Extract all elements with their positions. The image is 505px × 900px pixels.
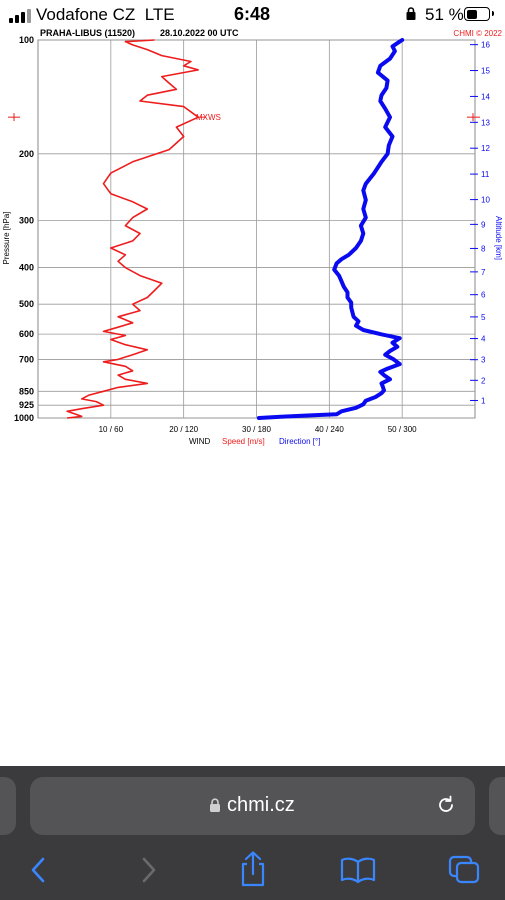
pressure-tick-label: 100 xyxy=(19,35,34,45)
altitude-tick-label: 4 xyxy=(481,335,486,344)
battery-percentage: 51 % xyxy=(425,5,464,24)
chart-grid xyxy=(37,39,476,419)
orientation-lock-icon xyxy=(406,7,416,20)
pressure-axis-label: Pressure [hPa] xyxy=(2,212,11,265)
altitude-tick-label: 8 xyxy=(481,244,486,253)
altitude-axis-label: Altitude [km] xyxy=(494,216,503,260)
chart-credit: CHMI © 2022 xyxy=(453,29,502,38)
pressure-tick-label: 925 xyxy=(19,400,34,410)
speed-series-line xyxy=(66,39,199,419)
reload-icon[interactable] xyxy=(435,794,457,816)
x-tick-label: 20 / 120 xyxy=(169,425,198,434)
altitude-tick-label: 16 xyxy=(481,41,490,50)
tabs-icon[interactable] xyxy=(445,855,485,885)
altitude-tick-label: 12 xyxy=(481,144,490,153)
pressure-tick-label: 200 xyxy=(19,149,34,159)
pressure-tick-label: 600 xyxy=(19,329,34,339)
chart-datetime: 28.10.2022 00 UTC xyxy=(160,28,239,38)
pressure-tick-label: 1000 xyxy=(14,413,34,423)
clock: 6:48 xyxy=(233,4,271,24)
pressure-tick-label: 850 xyxy=(19,386,34,396)
pressure-tick-label: 500 xyxy=(19,299,34,309)
browser-toolbar xyxy=(0,845,505,900)
altitude-tick-label: 14 xyxy=(481,92,490,101)
browser-address-area: chmi.cz xyxy=(0,766,505,845)
forward-icon[interactable] xyxy=(128,855,168,885)
direction-label: Direction [°] xyxy=(279,437,320,446)
direction-series-line xyxy=(256,38,405,420)
altitude-tick-label: 7 xyxy=(481,268,486,277)
pressure-tick-label: 400 xyxy=(19,263,34,273)
speed-label: Speed [m/s] xyxy=(222,437,265,446)
altitude-tick-label: 6 xyxy=(481,291,486,300)
url-domain: chmi.cz xyxy=(227,794,295,816)
x-tick-label: 40 / 240 xyxy=(315,425,344,434)
x-axis: 10 / 60 20 / 120 30 / 180 40 / 240 50 / 300 xyxy=(99,425,418,434)
previous-tab-preview[interactable] xyxy=(0,777,16,835)
x-tick-label: 30 / 180 xyxy=(242,425,271,434)
altitude-tick-label: 5 xyxy=(481,313,486,322)
wind-profile-chart: PRAHA-LIBUS (11520) 28.10.2022 00 UTC CH… xyxy=(2,28,503,446)
network-type: LTE xyxy=(144,5,175,24)
next-tab-preview[interactable] xyxy=(489,777,505,835)
altitude-tick-label: 11 xyxy=(481,170,490,179)
altitude-tick-label: 9 xyxy=(481,220,486,229)
altitude-tick-label: 13 xyxy=(481,118,490,127)
signal-strength-icon xyxy=(9,9,31,23)
pressure-tick-label: 300 xyxy=(19,215,34,225)
pressure-axis: 100 200 300 400 500 600 700 850 925 1000 xyxy=(14,35,34,423)
altitude-tick-label: 15 xyxy=(481,67,490,76)
altitude-tick-label: 1 xyxy=(481,396,486,405)
altitude-tick-label: 3 xyxy=(481,356,486,365)
mxws-marker: MXWS xyxy=(8,113,480,122)
altitude-tick-label: 10 xyxy=(481,196,490,205)
pressure-tick-label: 700 xyxy=(19,354,34,364)
mxws-label: MXWS xyxy=(196,113,221,122)
bookmarks-icon[interactable] xyxy=(338,855,378,885)
status-bar: Vodafone CZ LTE 6:48 51 % xyxy=(0,0,505,30)
lock-icon xyxy=(210,798,220,812)
back-icon[interactable] xyxy=(19,855,59,885)
altitude-tick-label: 2 xyxy=(481,376,486,385)
wind-label: WIND xyxy=(189,437,211,446)
share-icon[interactable] xyxy=(233,851,273,887)
address-bar[interactable]: chmi.cz xyxy=(30,777,475,835)
x-tick-label: 10 / 60 xyxy=(99,425,124,434)
x-tick-label: 50 / 300 xyxy=(388,425,417,434)
carrier-name: Vodafone CZ LTE xyxy=(36,5,175,24)
chart-title: PRAHA-LIBUS (11520) xyxy=(40,28,135,38)
battery-icon xyxy=(464,7,494,21)
